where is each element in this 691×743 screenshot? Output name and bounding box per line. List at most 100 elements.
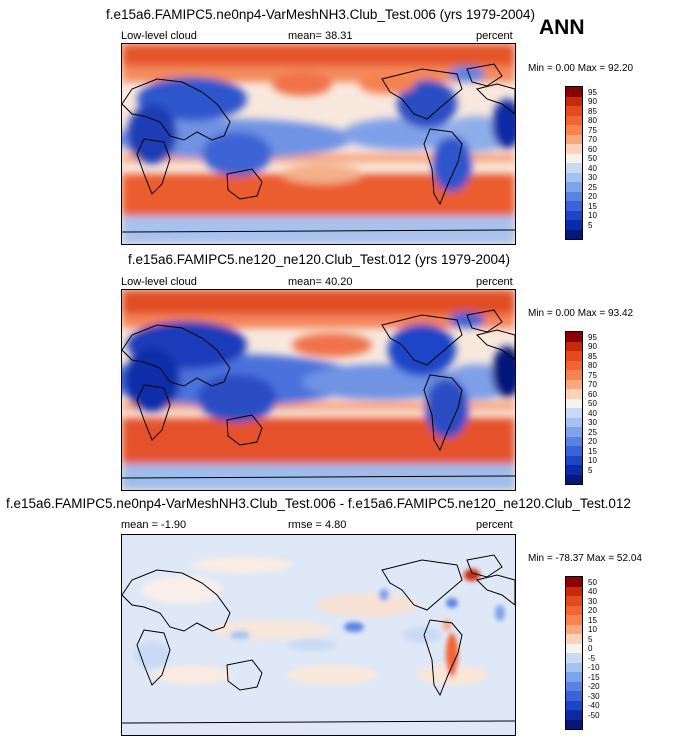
panel2-colorbar-label: 75 <box>588 371 597 380</box>
panel2-colorbar-swatch <box>566 417 582 427</box>
panel1-colorbar-swatch <box>566 144 582 154</box>
panel3-colorbar-swatch <box>566 577 582 587</box>
panel2-colorbar-label: 70 <box>588 380 597 389</box>
season-label: ANN <box>539 16 585 39</box>
panel2-colorbar-label: 20 <box>588 437 597 446</box>
panel1-colorbar-swatch <box>566 125 582 135</box>
panel3-colorbar-label: 5 <box>588 635 593 644</box>
panel1-colorbar-swatch <box>566 191 582 201</box>
panel3-colorbar-swatch <box>566 624 582 634</box>
panel2-colorbar-swatch <box>566 446 582 456</box>
panel2-colorbar-label: 80 <box>588 361 597 370</box>
panel2-colorbar-swatch <box>566 389 582 399</box>
panel3-colorbar-swatch <box>566 596 582 606</box>
panel1-colorbar-swatch <box>566 182 582 192</box>
panel1-colorbar-swatch <box>566 134 582 144</box>
panel3-colorbar-label: -40 <box>588 701 600 710</box>
panel2-colorbar-swatch <box>566 360 582 370</box>
panel1-colorbar-label: 80 <box>588 116 597 125</box>
panel1-mean: mean= 38.31 <box>288 30 353 42</box>
panel1-minmax: Min = 0.00 Max = 92.20 <box>528 63 634 74</box>
panel1-colorbar-label: 30 <box>588 173 597 182</box>
panel3-colorbar-swatch <box>566 700 582 710</box>
panel3-mean: mean = -1.90 <box>121 519 187 531</box>
panel2-colorbar-label: 15 <box>588 447 597 456</box>
panel3-colorbar-swatch <box>566 662 582 672</box>
panel3-colorbar-swatch <box>566 605 582 615</box>
panel1-colorbar-swatch <box>566 87 582 97</box>
panel1-colorbar-label: 95 <box>588 88 597 97</box>
panel3-minmax: Min = -78.37 Max = 52.04 <box>528 553 642 564</box>
panel2-units: percent <box>476 276 513 288</box>
panel1-colorbar-label: 40 <box>588 164 597 173</box>
panel2-colorbar-swatch <box>566 455 582 465</box>
panel2-colorbar-swatch <box>566 436 582 446</box>
panel1-colorbar-label: 75 <box>588 126 597 135</box>
panel3-rmse: rmse = 4.80 <box>288 519 347 531</box>
panel2-colorbar-label: 25 <box>588 428 597 437</box>
panel2-colorbar-label: 10 <box>588 456 597 465</box>
panel1-colorbar-label: 50 <box>588 154 597 163</box>
panel2-colorbar-swatch <box>566 370 582 380</box>
panel3-colorbar-swatch <box>566 586 582 596</box>
panel1-colorbar-swatch <box>566 201 582 211</box>
panel2-colorbar-swatch <box>566 351 582 361</box>
panel2-colorbar-label: 5 <box>588 466 593 475</box>
panel3-colorbar-label: 10 <box>588 625 597 634</box>
panel2-colorbar-swatch <box>566 427 582 437</box>
panel3-colorbar-label: -30 <box>588 692 600 701</box>
panel3-colorbar-swatch <box>566 634 582 644</box>
panel2-colorbar-label: 95 <box>588 333 597 342</box>
panel1-map <box>121 43 516 245</box>
panel1-colorbar-label: 85 <box>588 107 597 116</box>
panel1-colorbar-swatch <box>566 163 582 173</box>
panel3-title: f.e15a6.FAMIPC5.ne0np4-VarMeshNH3.Club_T… <box>6 496 631 511</box>
panel1-colorbar-label: 5 <box>588 221 593 230</box>
panel3-colorbar-label: -15 <box>588 673 600 682</box>
panel1-colorbar-label: 60 <box>588 145 597 154</box>
panel3-colorbar-swatch <box>566 615 582 625</box>
panel2-colorbar-swatch <box>566 408 582 418</box>
panel1-colorbar-swatch <box>566 96 582 106</box>
panel3-colorbar-swatch <box>566 719 582 729</box>
panel3-colorbar-swatch <box>566 643 582 653</box>
panel2-variable-label: Low-level cloud <box>121 276 197 288</box>
panel3-map <box>121 534 516 736</box>
panel2-colorbar-swatch <box>566 474 582 484</box>
panel2-title: f.e15a6.FAMIPC5.ne120_ne120.Club_Test.01… <box>128 252 511 267</box>
panel1-colorbar-swatch <box>566 220 582 230</box>
panel2-colorbar-swatch <box>566 398 582 408</box>
panel2-colorbar-label: 30 <box>588 418 597 427</box>
panel1-colorbar-label: 70 <box>588 135 597 144</box>
panel2-minmax: Min = 0.00 Max = 93.42 <box>528 308 634 319</box>
panel3-colorbar-label: -50 <box>588 711 600 720</box>
panel3-colorbar-label: 0 <box>588 644 593 653</box>
panel3-colorbar-swatch <box>566 691 582 701</box>
panel1-colorbar-swatch <box>566 229 582 239</box>
panel1-colorbar-label: 20 <box>588 192 597 201</box>
panel3-colorbar-swatch <box>566 681 582 691</box>
panel2-colorbar-swatch <box>566 341 582 351</box>
panel3-colorbar-swatch <box>566 653 582 663</box>
panel3-colorbar-swatch <box>566 710 582 720</box>
panel2-colorbar-swatch <box>566 379 582 389</box>
panel3-colorbar-label: -20 <box>588 682 600 691</box>
panel1-colorbar-swatch <box>566 106 582 116</box>
panel2-colorbar-label: 90 <box>588 342 597 351</box>
panel1-colorbar-swatch <box>566 210 582 220</box>
panel1-colorbar-label: 10 <box>588 211 597 220</box>
panel3-colorbar-label: 15 <box>588 616 597 625</box>
panel3-colorbar-label: -5 <box>588 654 596 663</box>
panel1-variable-label: Low-level cloud <box>121 30 197 42</box>
panel2-colorbar-label: 40 <box>588 409 597 418</box>
panel1-colorbar-label: 25 <box>588 183 597 192</box>
panel1-colorbar <box>565 86 583 240</box>
panel1-units: percent <box>476 30 513 42</box>
panel3-colorbar-label: 50 <box>588 578 597 587</box>
panel2-colorbar-swatch <box>566 332 582 342</box>
panel3-colorbar-label: 40 <box>588 587 597 596</box>
panel3-colorbar-label: -10 <box>588 663 600 672</box>
panel1-colorbar-swatch <box>566 115 582 125</box>
panel1-colorbar-label: 90 <box>588 97 597 106</box>
panel2-colorbar-label: 50 <box>588 399 597 408</box>
